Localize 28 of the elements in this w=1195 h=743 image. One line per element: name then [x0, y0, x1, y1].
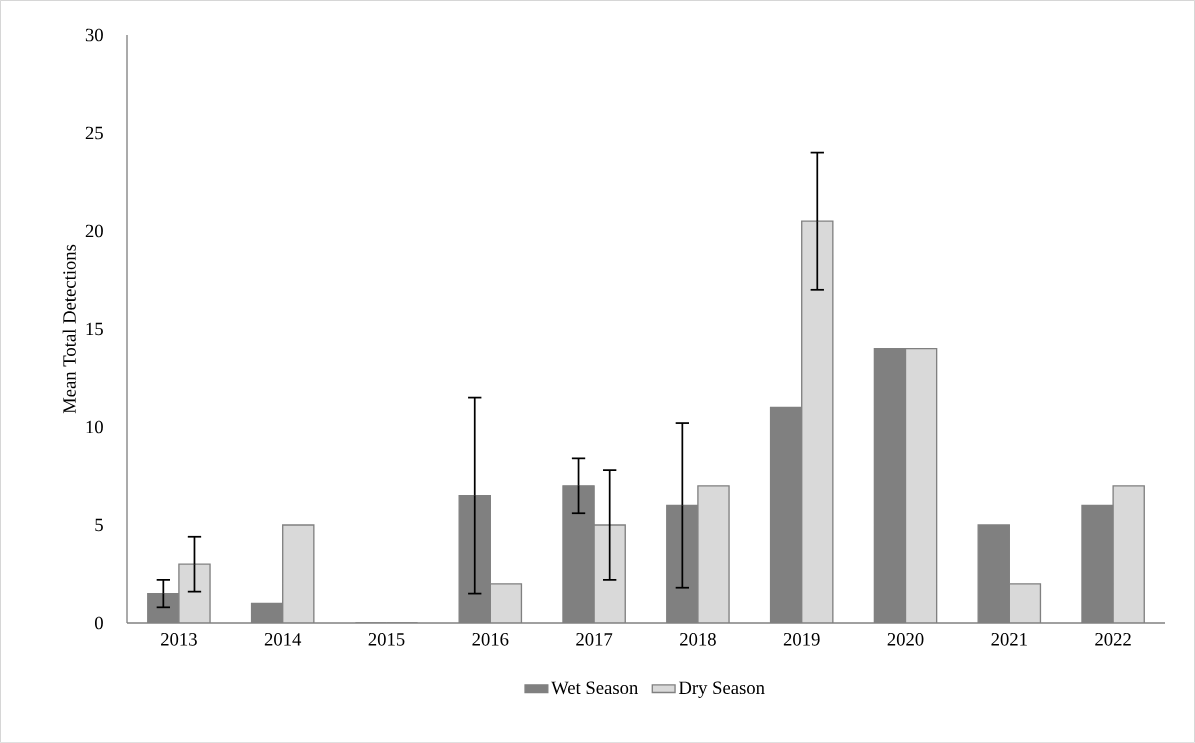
y-tick-label: 0 — [95, 616, 103, 630]
y-tick-label: 10 — [86, 420, 103, 434]
x-tick-label: 2021 — [991, 633, 1027, 646]
bar — [1009, 583, 1041, 623]
x-tick-label: 2020 — [887, 633, 924, 646]
bar — [1112, 485, 1145, 623]
y-tick-label: 25 — [85, 126, 103, 140]
bar — [178, 564, 211, 623]
legend-label: Dry Season — [678, 681, 765, 698]
x-tick-label: 2015 — [368, 633, 405, 646]
x-tick-label: 2022 — [1095, 633, 1131, 646]
x-tick-label: 2016 — [472, 633, 509, 646]
x-tick-label: 2013 — [161, 633, 197, 646]
y-tick-label: 30 — [85, 28, 103, 42]
y-tick-label: 5 — [95, 518, 103, 532]
x-tick-label: 2017 — [576, 633, 613, 646]
y-tick-label: 20 — [85, 224, 103, 238]
y-tick-label: 15 — [86, 322, 103, 336]
bar — [801, 221, 833, 623]
bar — [905, 348, 937, 623]
x-tick-label: 2014 — [264, 633, 302, 646]
x-tick-label: 2019 — [783, 633, 820, 646]
bar — [697, 485, 730, 623]
legend-label: Wet Season — [551, 681, 638, 695]
y-axis-title: Mean Total Detections — [62, 244, 76, 414]
bar — [282, 525, 314, 623]
x-tick-label: 2018 — [680, 633, 716, 646]
bar — [490, 583, 522, 623]
